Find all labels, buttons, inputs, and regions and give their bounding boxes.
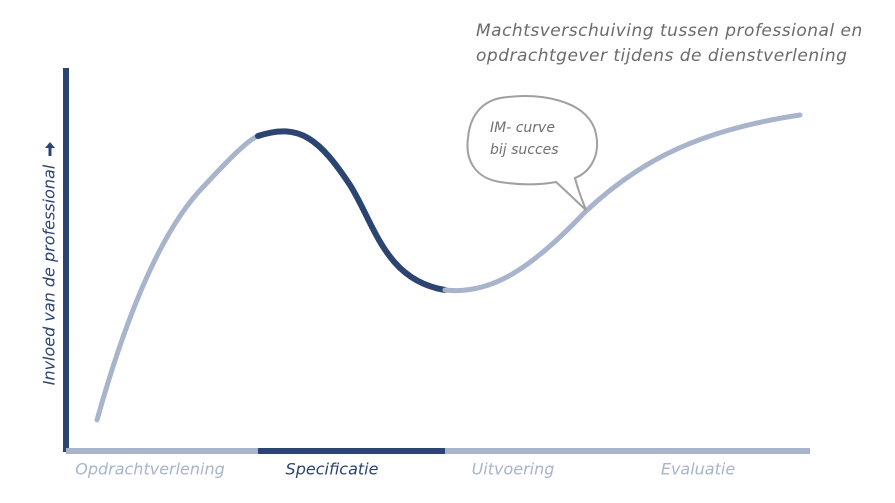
bubble-text: IM- curve [490, 120, 555, 136]
speech-bubble [466, 95, 598, 211]
curve-dark [255, 128, 448, 293]
phase-label: Specificatie [286, 460, 379, 479]
y-axis-label: Invloed van de professional [40, 164, 59, 385]
phase-label: Opdrachtverlening [75, 460, 225, 479]
curve-light [94, 133, 261, 423]
curve-light [442, 112, 803, 294]
phase-label: Uitvoering [472, 460, 555, 479]
bubble-text: bij succes [490, 142, 559, 158]
title-line: Machtsverschuiving tussen professional e… [476, 21, 863, 41]
y-axis-arrow [45, 142, 55, 156]
title-line: opdrachtgever tijdens de dienstverlening [476, 46, 847, 66]
y-axis-label-group: Invloed van de professional [40, 142, 59, 385]
phase-label: Evaluatie [661, 460, 735, 479]
